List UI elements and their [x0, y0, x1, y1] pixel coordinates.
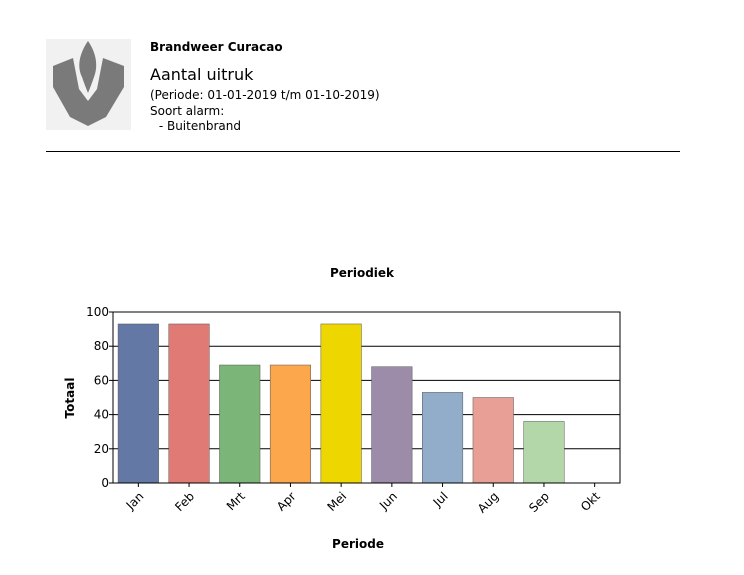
alarm-type-label: Soort alarm: — [150, 104, 225, 118]
x-tick-label: Jan — [123, 489, 147, 513]
plot-area-frame — [112, 311, 621, 484]
y-tick-label: 100 — [86, 305, 109, 319]
bars — [117, 323, 565, 484]
header-divider — [46, 151, 680, 152]
fire-brigade-logo — [46, 39, 131, 130]
report-period: (Periode: 01-01-2019 t/m 01-10-2019) — [150, 88, 380, 102]
bar-jan — [117, 323, 159, 484]
flame-shield-icon — [53, 41, 124, 126]
tick-labels: 0 20 40 60 80 100 Jan Feb Mrt Apr Mei Jun Jul Aug Sep O… — [86, 305, 603, 516]
x-axis-label: Periode — [332, 537, 384, 551]
report-title: Aantal uitruk — [150, 65, 254, 84]
y-tick-label: 0 — [101, 476, 109, 490]
x-tick-label: Jun — [376, 489, 400, 513]
x-tick-label: Sep — [526, 489, 552, 515]
y-tick-label: 40 — [94, 408, 109, 422]
y-tick-label: 80 — [94, 339, 109, 353]
bar-feb — [168, 323, 210, 484]
bar-mei — [320, 323, 362, 484]
bar-jun — [371, 366, 413, 484]
bar-apr — [269, 364, 311, 484]
y-tick-label: 20 — [94, 442, 109, 456]
bar-mrt — [219, 364, 261, 484]
alarm-type-value: - Buitenbrand — [155, 119, 241, 133]
bar-aug — [472, 397, 514, 484]
x-tick-label: Mrt — [224, 489, 248, 513]
x-tick-label: Mei — [324, 489, 349, 514]
y-tick-label: 60 — [94, 373, 109, 387]
y-axis-label: Totaal — [63, 378, 77, 419]
x-tick-label: Aug — [475, 489, 501, 515]
bar-jul — [422, 392, 464, 484]
x-tick-label: Jul — [430, 489, 451, 510]
x-tick-label: Apr — [274, 489, 299, 514]
x-tick-label: Feb — [172, 489, 197, 514]
chart-title: Periodiek — [330, 266, 395, 280]
bar-sep — [523, 421, 565, 484]
organization-name: Brandweer Curacao — [150, 40, 283, 54]
x-tick-label: Okt — [578, 489, 603, 514]
